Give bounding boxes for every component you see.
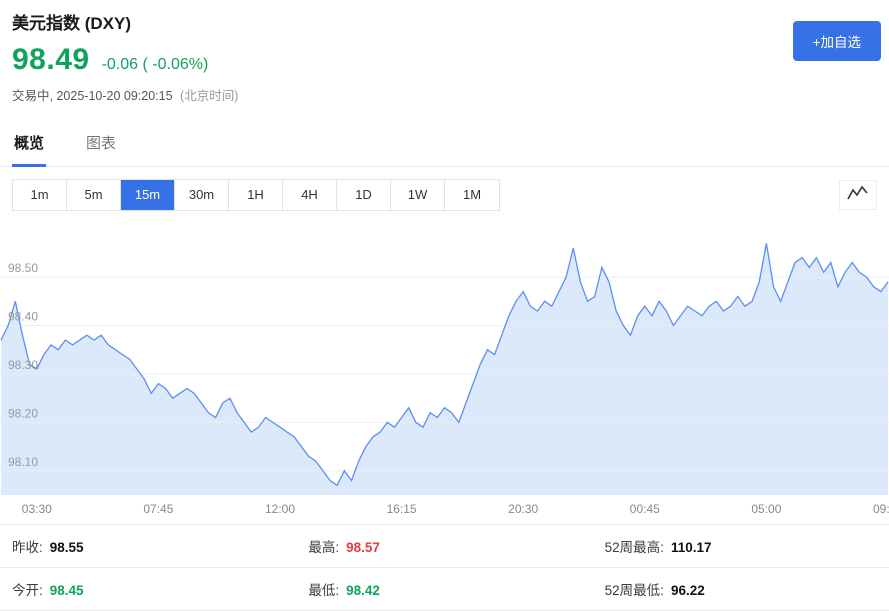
page-title: 美元指数 (DXY) (12, 14, 131, 33)
price-chart-svg: 98.10 98.20 98.30 98.40 98.50 03:30 07:45 12:00… (0, 243, 889, 516)
svg-text:09:15: 09:15 (873, 502, 889, 516)
trading-status: 交易中, (12, 89, 53, 103)
svg-text:20:30: 20:30 (508, 502, 538, 516)
price-chart[interactable]: 98.10 98.20 98.30 98.40 98.50 03:30 07:45 12:00… (0, 219, 889, 519)
interval-1m[interactable]: 1m (13, 180, 67, 210)
stats-row-1: 昨收: 98.55 最高: 98.57 52周最高: 110.17 (0, 525, 889, 568)
interval-group: 1m 5m 15m 30m 1H 4H 1D 1W 1M (12, 179, 500, 211)
svg-text:07:45: 07:45 (143, 502, 173, 516)
svg-text:03:30: 03:30 (22, 502, 52, 516)
price-row: 98.49 -0.06 ( -0.06%) (12, 43, 877, 77)
quote-datetime: 2025-10-20 09:20:15 (56, 89, 173, 103)
stat-low: 最低: 98.42 (308, 583, 380, 598)
stat-high: 最高: 98.57 (308, 540, 380, 555)
svg-text:98.50: 98.50 (8, 261, 38, 275)
price-change: -0.06 ( -0.06%) (101, 56, 209, 73)
interval-30m[interactable]: 30m (175, 180, 229, 210)
interval-1d[interactable]: 1D (337, 180, 391, 210)
stat-52w-low: 52周最低: 96.22 (604, 583, 705, 598)
stat-open: 今开: 98.45 (12, 583, 84, 598)
svg-text:12:00: 12:00 (265, 502, 295, 516)
chart-style-button[interactable] (839, 180, 877, 210)
stat-52w-high: 52周最高: 110.17 (604, 540, 712, 555)
stat-prev-close: 昨收: 98.55 (12, 540, 84, 555)
quote-header: 美元指数 (DXY) 98.49 -0.06 ( -0.06%) 交易中, 20… (0, 0, 889, 104)
interval-5m[interactable]: 5m (67, 180, 121, 210)
quote-stats: 昨收: 98.55 最高: 98.57 52周最高: 110.17 今开: 98.45 … (0, 524, 889, 611)
interval-1h[interactable]: 1H (229, 180, 283, 210)
quote-timezone: (北京时间) (180, 89, 239, 103)
interval-4h[interactable]: 4H (283, 180, 337, 210)
add-watchlist-button[interactable]: +加自选 (792, 21, 881, 61)
interval-toolbar: 1m 5m 15m 30m 1H 4H 1D 1W 1M (12, 179, 877, 211)
svg-text:16:15: 16:15 (387, 502, 417, 516)
interval-1mo[interactable]: 1M (445, 180, 499, 210)
tab-bar: 概览 图表 (0, 120, 889, 167)
line-chart-icon (847, 184, 869, 207)
svg-text:98.20: 98.20 (8, 406, 38, 420)
svg-text:98.10: 98.10 (8, 455, 38, 469)
svg-text:00:45: 00:45 (630, 502, 660, 516)
svg-text:98.30: 98.30 (8, 358, 38, 372)
tab-chart[interactable]: 图表 (86, 135, 117, 152)
status-row: 交易中, 2025-10-20 09:20:15 (北京时间) (12, 85, 877, 104)
current-price: 98.49 (12, 43, 90, 76)
interval-15m[interactable]: 15m (121, 180, 175, 210)
stats-row-2: 今开: 98.45 最低: 98.42 52周最低: 96.22 (0, 568, 889, 611)
interval-1w[interactable]: 1W (391, 180, 445, 210)
svg-text:05:00: 05:00 (751, 502, 781, 516)
tab-overview[interactable]: 概览 (12, 120, 47, 167)
svg-text:98.40: 98.40 (8, 310, 38, 324)
